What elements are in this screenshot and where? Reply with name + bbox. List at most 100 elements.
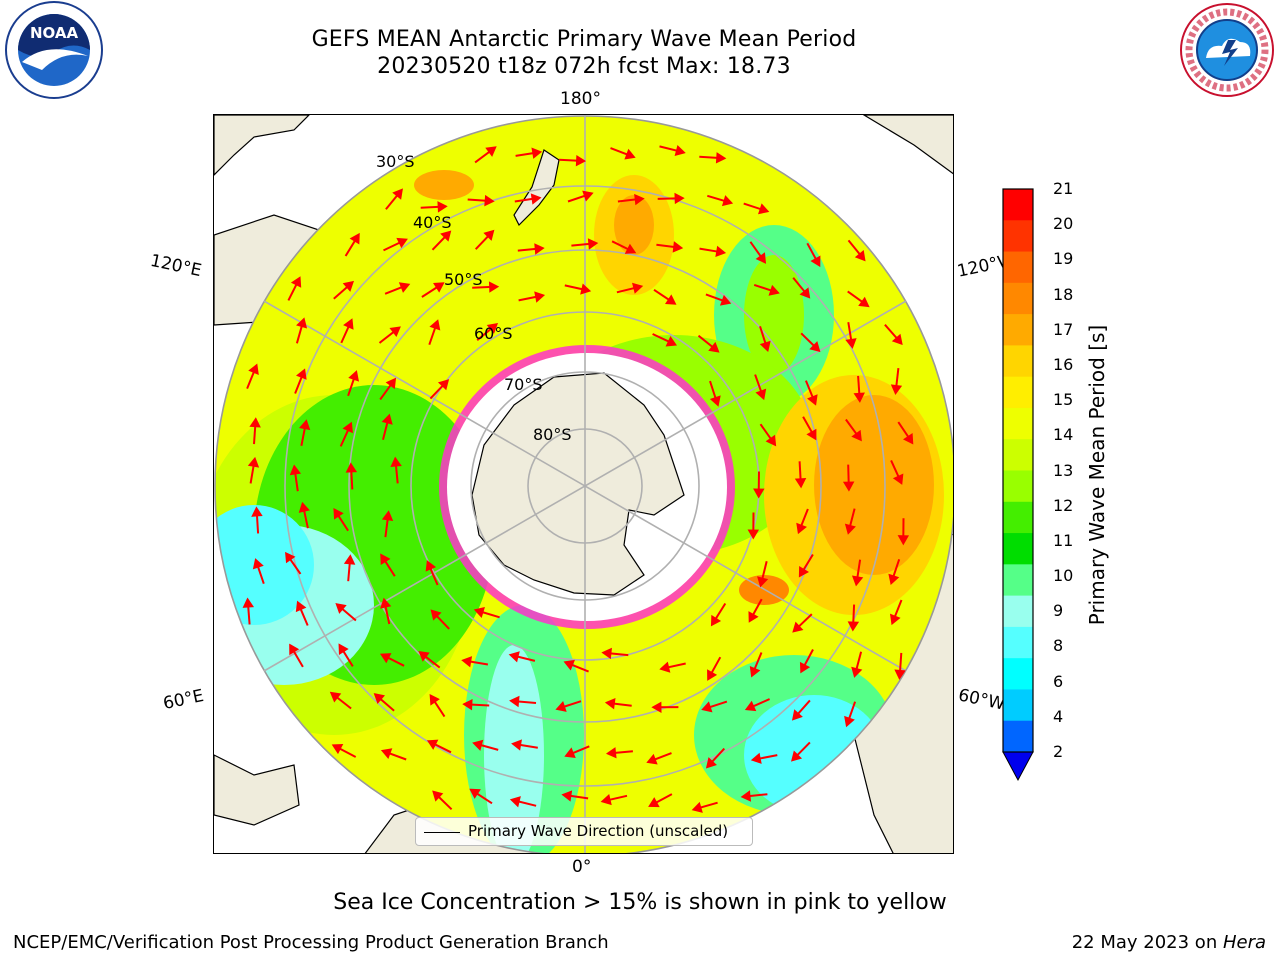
colorbar-tick: 19 <box>1053 249 1074 269</box>
colorbar-tick: 20 <box>1053 214 1074 234</box>
wave-arrow-head <box>461 656 473 668</box>
wave-arrow-head <box>858 296 870 308</box>
wave-arrow-head <box>530 193 542 205</box>
wave-arrow-head <box>888 573 900 586</box>
polar-map <box>213 114 954 854</box>
wave-arrow-head <box>380 748 393 759</box>
wave-arrow-head <box>389 326 401 337</box>
wave-arrow-head <box>430 609 442 621</box>
wave-arrow-head <box>632 282 644 294</box>
wave-arrow-head <box>426 739 439 750</box>
wave-arrow-head <box>392 188 403 200</box>
wave-arrow-head <box>891 333 903 346</box>
wave-arrow-head <box>342 421 353 434</box>
wave-arrow-head <box>380 597 392 609</box>
lat-label-70s: 70°S <box>504 375 543 394</box>
wave-arrow-head <box>432 790 444 802</box>
wave-arrow-head <box>555 701 567 712</box>
wave-arrow-head <box>710 614 722 627</box>
wave-arrow-head <box>249 417 261 428</box>
wave-arrow-head <box>744 700 757 712</box>
colorbar-tick: 4 <box>1053 706 1064 726</box>
colorbar-tick: 18 <box>1053 284 1074 304</box>
wave-arrow-head <box>747 529 760 540</box>
wave-arrow-head <box>298 501 310 513</box>
wave-arrow-head <box>799 661 811 674</box>
lon-label-0: 0° <box>572 857 592 877</box>
wave-arrow-head <box>705 757 717 769</box>
wave-arrow-head <box>757 576 769 588</box>
wave-arrow-head <box>247 456 260 468</box>
footer-date-text: 22 May 2023 on <box>1071 932 1223 953</box>
wave-arrow-head <box>854 250 866 262</box>
wave-arrow-head <box>429 694 440 706</box>
wave-arrow-head <box>575 154 587 167</box>
wave-arrow-head <box>398 282 411 293</box>
wave-arrow-head <box>765 434 777 447</box>
wave-arrow-head <box>509 796 521 808</box>
wave-arrow-head <box>469 788 481 799</box>
wave-arrow-head <box>509 695 520 708</box>
wave-arrow-head <box>473 606 485 618</box>
wave-arrow-head <box>851 666 863 678</box>
wave-arrow-head <box>691 801 703 813</box>
wave-arrow-head <box>648 797 660 808</box>
wave-arrow-head <box>580 283 592 295</box>
wave-arrow-head <box>605 747 617 759</box>
wave-arrow-head <box>601 647 612 660</box>
wave-arrow-head <box>437 379 450 391</box>
wave-arrow-head <box>794 478 807 489</box>
wave-arrow-head <box>425 560 437 572</box>
wave-arrow-head <box>329 691 342 703</box>
wave-arrow-head <box>488 281 500 293</box>
wave-arrow-head <box>380 553 391 565</box>
wave-arrow-head <box>851 429 862 442</box>
wave-arrow-head <box>759 340 771 353</box>
wave-arrow-head <box>484 194 495 207</box>
wave-arrow-head <box>796 522 807 535</box>
wave-arrow-head <box>338 643 349 655</box>
sea-ice-note: Sea Ice Concentration > 15% is shown in … <box>333 890 947 915</box>
wave-arrow-head <box>844 715 855 728</box>
footer-date: 22 May 2023 on Hera <box>1072 932 1266 953</box>
wave-arrow-head <box>897 535 910 546</box>
lat-label-50s: 50°S <box>444 270 483 289</box>
wave-arrow-head <box>624 243 637 254</box>
wave-arrow-head <box>296 368 307 380</box>
colorbar-tick: 13 <box>1053 460 1074 480</box>
lat-label-40s: 40°S <box>413 213 452 232</box>
noaa-logo-icon: NOAA <box>2 0 106 104</box>
wave-arrow-head <box>740 790 752 802</box>
wave-arrow-head <box>665 336 678 347</box>
wave-arrow-head <box>564 747 576 759</box>
nws-logo-icon <box>1176 0 1278 104</box>
wave-arrow-head <box>889 613 901 626</box>
wave-arrow-head <box>248 363 259 375</box>
wave-arrow-head <box>892 473 904 485</box>
wave-arrow-head <box>707 669 718 681</box>
colorbar-tick: 10 <box>1053 566 1074 586</box>
wave-arrow-head <box>508 651 520 663</box>
wave-arrow-head <box>299 419 311 431</box>
wave-arrow-head <box>799 287 811 299</box>
colorbar-tick: 21 <box>1053 179 1074 198</box>
chart-title: GEFS MEAN Antarctic Primary Wave Mean Pe… <box>311 27 857 52</box>
wave-arrow-head <box>708 341 720 353</box>
footer-credit: NCEP/EMC/Verification Post Processing Pr… <box>13 932 609 953</box>
wave-arrow-head <box>810 255 821 268</box>
wave-arrow-head <box>373 693 385 704</box>
wave-arrow-head <box>251 506 263 517</box>
wave-arrow-head <box>333 508 344 520</box>
wave-arrow-head <box>331 744 344 755</box>
wave-arrow-head <box>659 661 671 673</box>
lon-label-180: 180° <box>560 89 601 109</box>
colorbar-tick: 6 <box>1053 671 1064 691</box>
wave-arrow-head <box>483 229 495 241</box>
wave-arrow-head <box>755 388 767 401</box>
wave-arrow-head <box>753 488 765 499</box>
colorbar-tick: 17 <box>1053 319 1074 339</box>
wave-arrow-head <box>674 144 686 157</box>
wave-arrow-head <box>853 392 865 403</box>
wave-arrow-head <box>665 294 677 305</box>
wave-arrow-head <box>851 575 864 587</box>
